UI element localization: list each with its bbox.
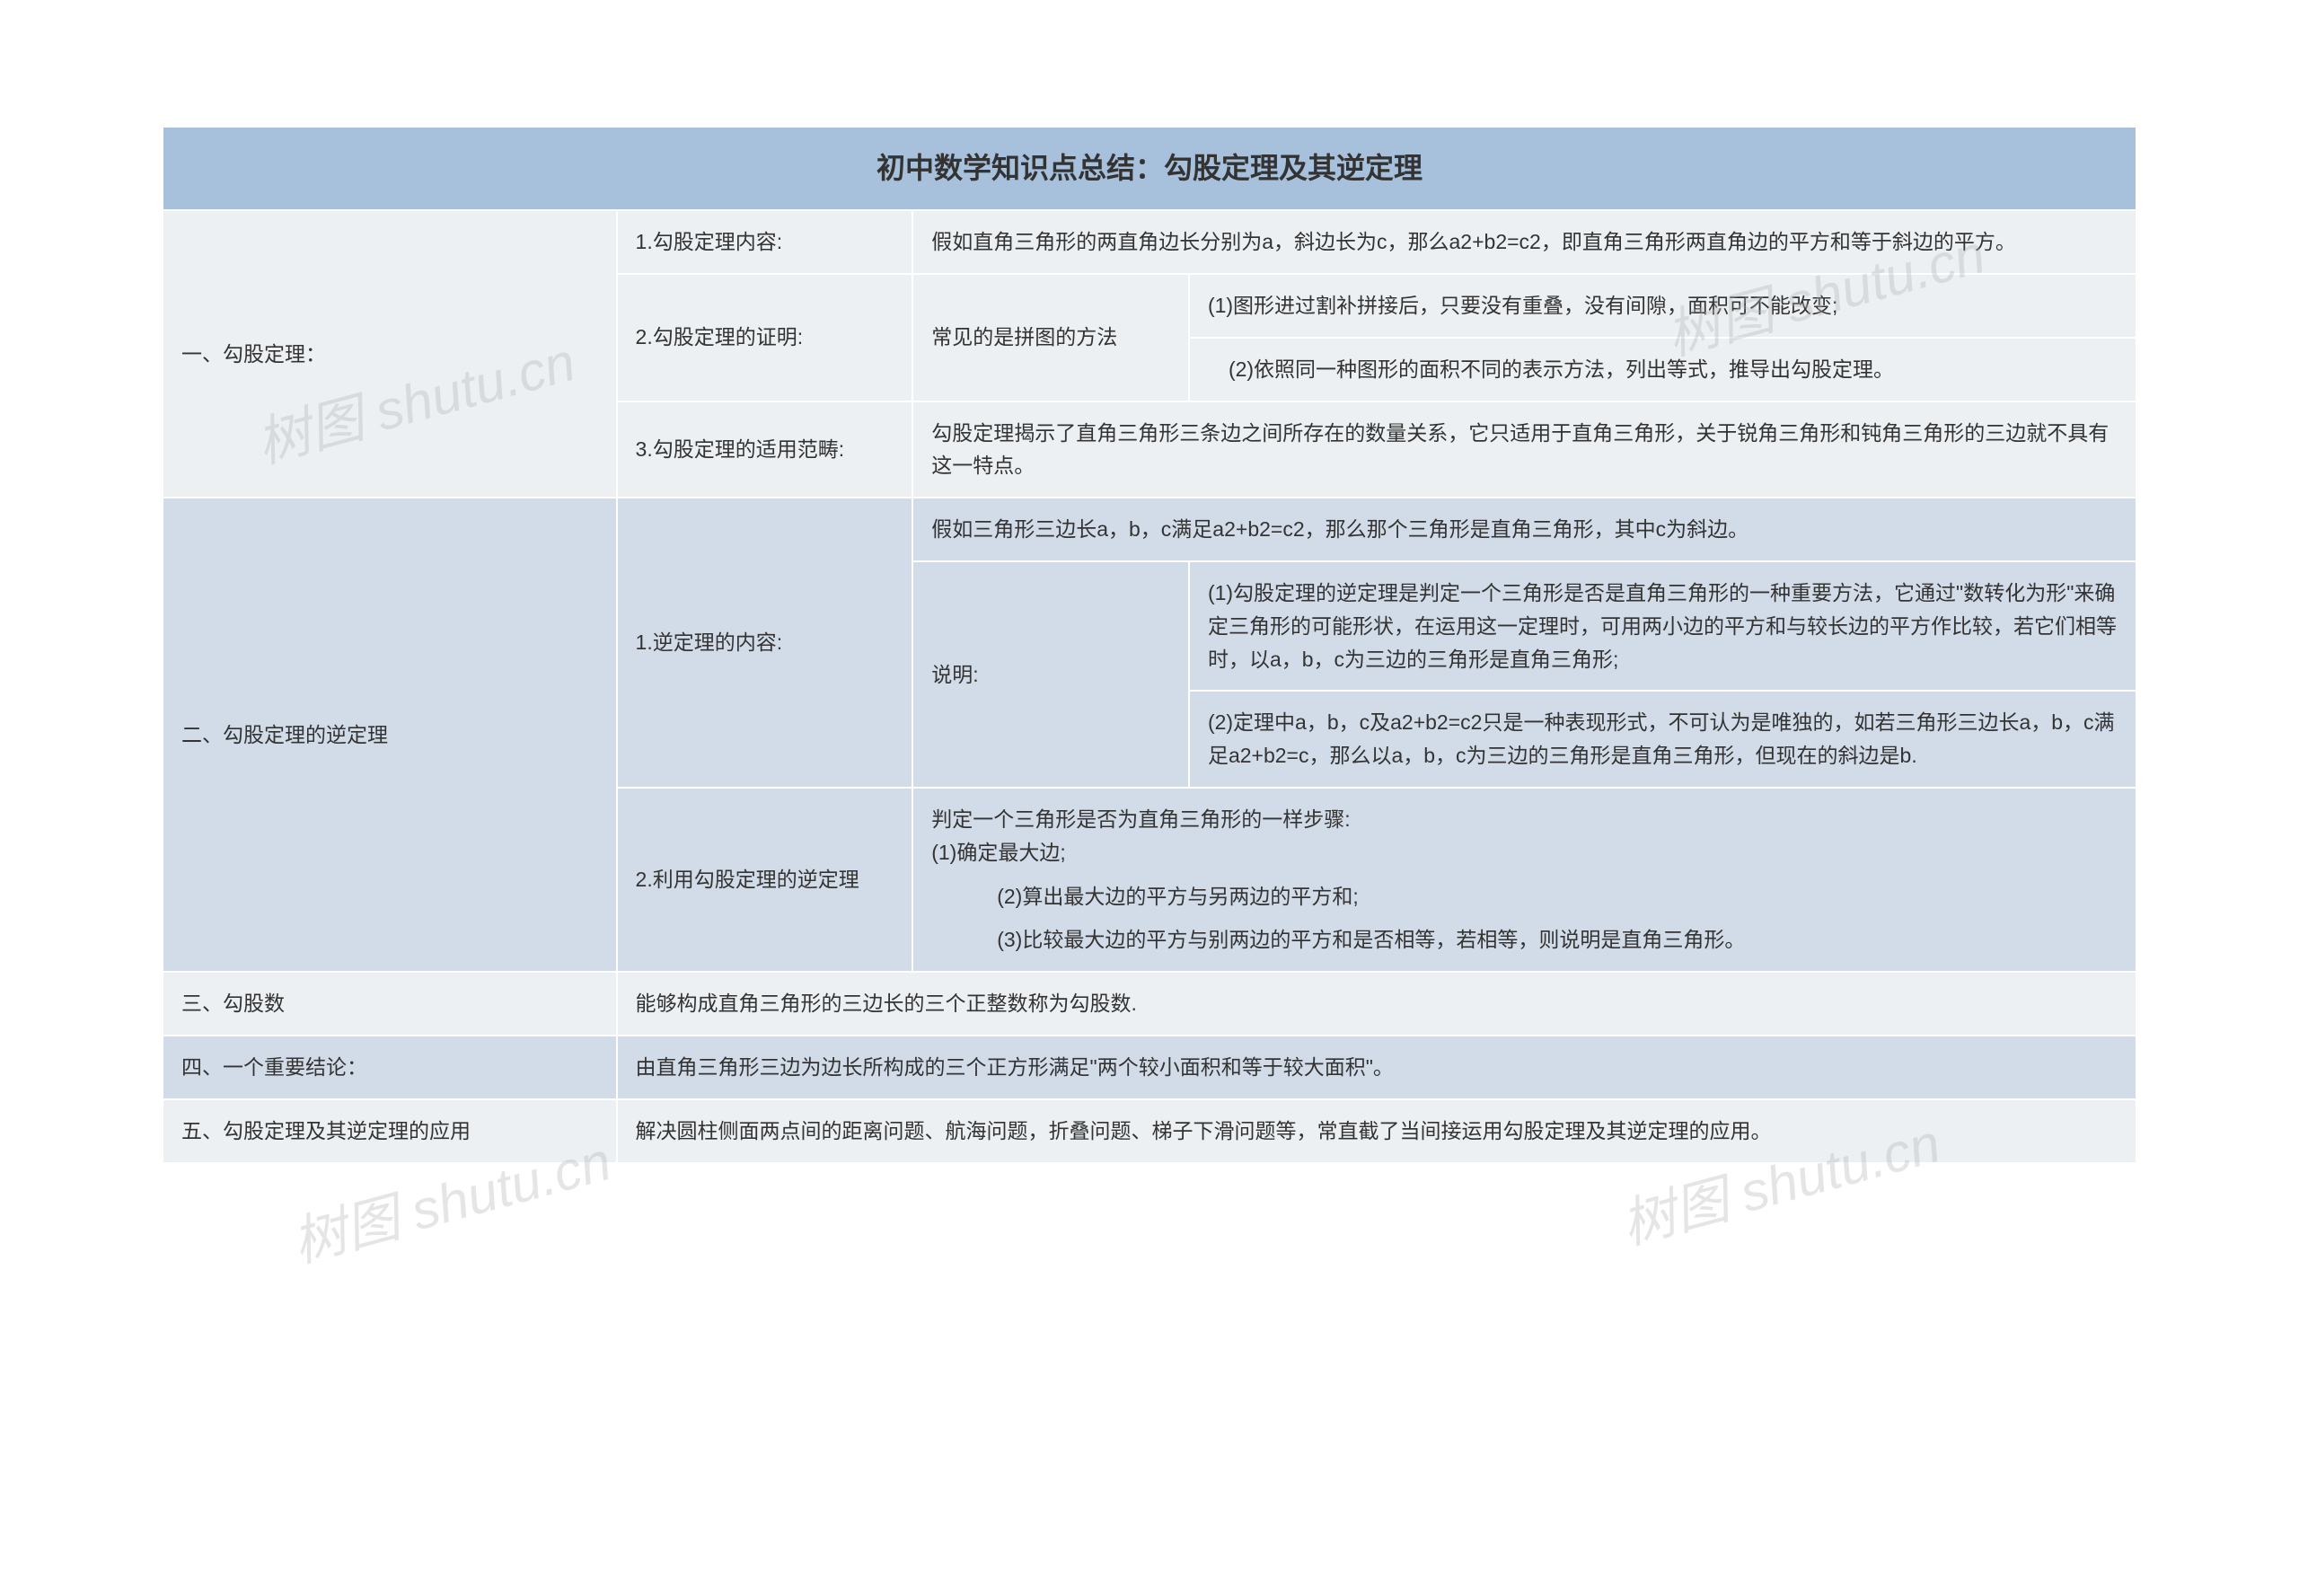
section2-label: 二、勾股定理的逆定理 (163, 498, 617, 972)
section5-content: 解决圆柱侧面两点间的距离问题、航海问题，折叠问题、梯子下滑问题等，常直截了当间接… (617, 1099, 2136, 1163)
section5-label: 五、勾股定理及其逆定理的应用 (163, 1099, 617, 1163)
s1-r3-content: 勾股定理揭示了直角三角形三条边之间所存在的数量关系，它只适用于直角三角形，关于锐… (912, 401, 2136, 498)
section4-label: 四、一个重要结论： (163, 1036, 617, 1099)
s1-r3-label: 3.勾股定理的适用范畴: (617, 401, 913, 498)
s2-r1-content: 假如三角形三边长a，b，c满足a2+b2=c2，那么那个三角形是直角三角形，其中… (912, 498, 2136, 561)
s1-r2-method: 常见的是拼图的方法 (912, 274, 1189, 401)
section3-label: 三、勾股数 (163, 972, 617, 1036)
s2-r2-label: 2.利用勾股定理的逆定理 (617, 788, 913, 972)
main-table: 初中数学知识点总结：勾股定理及其逆定理 一、勾股定理： 1.勾股定理内容: 假如… (162, 126, 2137, 1164)
s2-r1-note-label: 说明: (912, 561, 1189, 788)
s1-r2-label: 2.勾股定理的证明: (617, 274, 913, 401)
s2-r1-note1: (1)勾股定理的逆定理是判定一个三角形是否是直角三角形的一种重要方法，它通过"数… (1189, 561, 2136, 691)
s1-r2-item2: (2)依照同一种图形的面积不同的表示方法，列出等式，推导出勾股定理。 (1189, 338, 2136, 401)
section4-content: 由直角三角形三边为边长所构成的三个正方形满足"两个较小面积和等于较大面积"。 (617, 1036, 2136, 1099)
s2-r1-label: 1.逆定理的内容: (617, 498, 913, 788)
s1-r1-content: 假如直角三角形的两直角边长分别为a，斜边长为c，那么a2+b2=c2，即直角三角… (912, 210, 2136, 274)
s2-r2-line3: (2)算出最大边的平方与另两边的平方和; (931, 880, 2118, 913)
section1-label: 一、勾股定理： (163, 210, 617, 498)
s1-r1-label: 1.勾股定理内容: (617, 210, 913, 274)
s1-r2-item1: (1)图形进过割补拼接后，只要没有重叠，没有间隙，面积可不能改变; (1189, 274, 2136, 338)
s2-r2-content: 判定一个三角形是否为直角三角形的一样步骤: (1)确定最大边; (2)算出最大边… (912, 788, 2136, 972)
section3-content: 能够构成直角三角形的三边长的三个正整数称为勾股数. (617, 972, 2136, 1036)
s2-r2-line4: (3)比较最大边的平方与别两边的平方和是否相等，若相等，则说明是直角三角形。 (931, 923, 2118, 957)
table-title: 初中数学知识点总结：勾股定理及其逆定理 (163, 127, 2136, 210)
s2-r2-line1: 判定一个三角形是否为直角三角形的一样步骤: (931, 803, 2118, 836)
s2-r2-line2: (1)确定最大边; (931, 836, 2118, 869)
s2-r1-note2: (2)定理中a，b，c及a2+b2=c2只是一种表现形式，不可认为是唯独的，如若… (1189, 691, 2136, 788)
